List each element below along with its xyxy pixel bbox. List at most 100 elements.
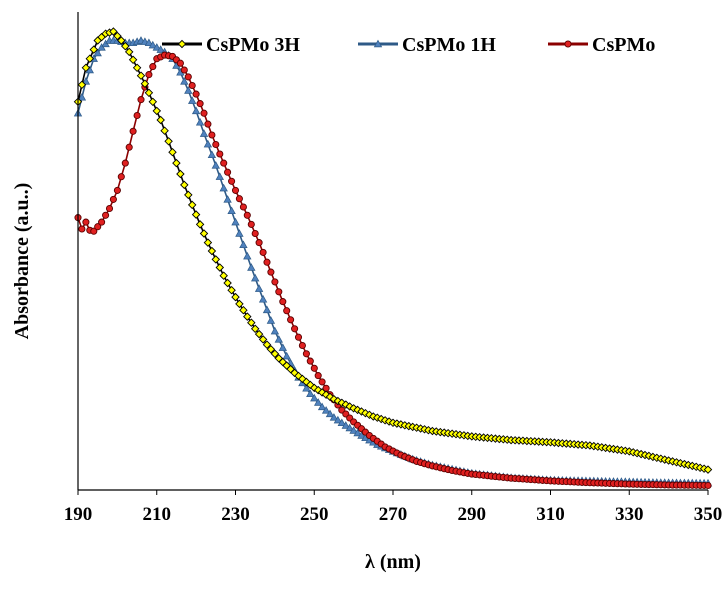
data-point-cspmo-3h (187, 200, 197, 210)
data-point-cspmo-3h (156, 115, 165, 125)
data-point-cspmo-1h (274, 335, 283, 343)
data-point-cspmo-3h (180, 180, 189, 190)
data-point-cspmo-1h (254, 284, 264, 292)
data-point-cspmo (294, 333, 303, 341)
data-point-cspmo (259, 248, 267, 256)
legend-item-cspmo: CsPMo (548, 34, 655, 56)
data-point-cspmo-1h (310, 393, 319, 402)
data-point-cspmo (180, 66, 188, 74)
data-point-cspmo (137, 96, 145, 104)
data-point-cspmo-3h (195, 220, 205, 229)
x-tick-label: 230 (221, 504, 250, 525)
data-point-cspmo-3h (152, 106, 162, 116)
data-point-cspmo-3h (160, 126, 169, 135)
data-point-cspmo-3h (148, 97, 158, 107)
data-point-cspmo (184, 73, 192, 81)
data-point-cspmo (208, 131, 216, 139)
data-point-cspmo-3h (199, 229, 209, 238)
data-point-cspmo-1h (333, 415, 343, 424)
data-point-cspmo-3h (231, 292, 240, 302)
data-point-cspmo-1h (262, 305, 272, 314)
legend-item-cspmo-1h: CsPMo 1H (358, 34, 496, 56)
y-axis-title: Absorbance (a.u..) (11, 183, 33, 340)
data-point-cspmo-1h (207, 150, 217, 159)
data-point-cspmo (228, 177, 236, 185)
data-point-cspmo (251, 229, 259, 238)
x-tick-label: 270 (379, 504, 408, 525)
data-point-cspmo (263, 258, 271, 266)
series-cspmo (74, 51, 712, 490)
data-point-cspmo-1h (282, 351, 291, 360)
data-point-cspmo-1h (353, 428, 362, 437)
data-point-cspmo (314, 372, 322, 380)
data-point-cspmo-3h (113, 31, 122, 41)
data-point-cspmo-1h (341, 421, 350, 429)
data-point-cspmo (243, 211, 251, 219)
data-point-cspmo-1h (77, 92, 87, 101)
data-point-cspmo (247, 220, 255, 228)
x-tick-label: 190 (64, 504, 93, 525)
x-axis-title: λ (nm) (365, 551, 421, 573)
legend-label: CsPMo (592, 34, 655, 56)
data-point-cspmo-1h (156, 45, 165, 53)
data-point-cspmo-3h (353, 405, 362, 415)
data-point-cspmo-3h (117, 36, 126, 45)
data-point-cspmo-1h (278, 343, 287, 351)
data-point-cspmo (275, 288, 283, 296)
data-point-cspmo-3h (250, 324, 260, 334)
data-point-cspmo (287, 316, 295, 324)
data-point-cspmo (176, 59, 184, 67)
x-tick-label: 310 (536, 504, 565, 525)
data-point-cspmo (78, 225, 86, 233)
data-point-cspmo-3h (191, 210, 201, 219)
data-point-cspmo (204, 120, 212, 128)
data-point-cspmo (192, 90, 200, 98)
data-point-cspmo-1h (239, 240, 248, 249)
data-point-cspmo-3h (168, 147, 177, 157)
data-point-cspmo (125, 143, 133, 151)
data-point-cspmo-1h (357, 431, 366, 439)
data-point-cspmo-3h (121, 41, 130, 51)
data-point-cspmo-1h (144, 38, 154, 47)
data-point-cspmo-1h (81, 77, 91, 85)
data-point-cspmo (149, 63, 157, 71)
data-point-cspmo-3h (176, 169, 185, 179)
data-point-cspmo-3h (124, 47, 134, 57)
data-point-cspmo-3h (215, 263, 225, 272)
data-point-cspmo-3h (85, 54, 95, 63)
data-point-cspmo-3h (136, 71, 146, 80)
data-point-cspmo-3h (144, 88, 154, 98)
data-point-cspmo-3h (140, 79, 150, 88)
data-point-cspmo-3h (341, 400, 351, 409)
data-point-cspmo-3h (365, 410, 374, 420)
data-point-cspmo-3h (223, 278, 232, 288)
legend-label: CsPMo 1H (402, 34, 496, 56)
data-point-cspmo-1h (188, 96, 197, 104)
data-point-cspmo-1h (195, 117, 205, 126)
data-point-cspmo-3h (235, 299, 244, 309)
data-point-cspmo (102, 211, 110, 219)
data-point-cspmo-3h (349, 404, 358, 413)
data-point-cspmo-3h (270, 349, 280, 359)
data-point-cspmo-3h (132, 63, 142, 73)
data-point-cspmo-3h (219, 271, 228, 280)
x-tick-label: 210 (143, 504, 172, 525)
data-point-cspmo-1h (337, 418, 346, 427)
data-point-cspmo-3h (172, 158, 181, 168)
data-point-cspmo-1h (203, 139, 213, 148)
legend-marker (564, 40, 572, 48)
data-point-cspmo (298, 341, 306, 350)
data-point-cspmo-1h (211, 161, 220, 169)
data-point-cspmo (212, 140, 220, 149)
data-point-cspmo-3h (310, 383, 319, 393)
data-point-cspmo-3h (109, 27, 118, 36)
data-point-cspmo-3h (81, 63, 91, 73)
data-point-cspmo-1h (251, 273, 260, 282)
x-tick-label: 250 (300, 504, 329, 525)
data-point-cspmo-3h (258, 335, 268, 344)
legend-label: CsPMo 3H (206, 34, 300, 56)
data-point-cspmo-3h (207, 246, 217, 256)
legend: CsPMo 3H CsPMo 1H CsPMo (162, 34, 655, 56)
x-tick-label: 290 (458, 504, 487, 525)
